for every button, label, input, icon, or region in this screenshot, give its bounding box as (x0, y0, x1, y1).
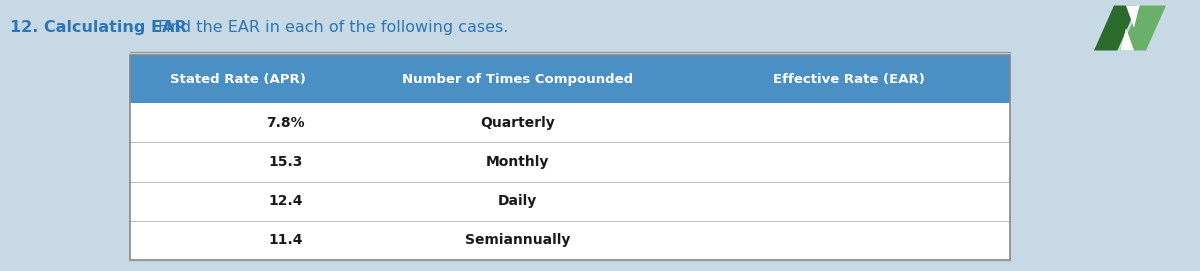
Polygon shape (1120, 5, 1166, 50)
Text: Semiannually: Semiannually (464, 233, 570, 247)
Bar (130, 103, 1010, 260)
Text: 7.8%: 7.8% (266, 116, 305, 130)
Polygon shape (1094, 5, 1138, 50)
Text: Daily: Daily (498, 194, 536, 208)
Text: 15.3: 15.3 (268, 155, 302, 169)
Text: Find the EAR in each of the following cases.: Find the EAR in each of the following ca… (158, 20, 509, 35)
Bar (130, 55, 1010, 103)
Text: 12.4: 12.4 (268, 194, 302, 208)
Text: 12. Calculating EAR: 12. Calculating EAR (10, 20, 187, 35)
Text: Monthly: Monthly (486, 155, 548, 169)
Polygon shape (1121, 28, 1134, 50)
Text: Number of Times Compounded: Number of Times Compounded (402, 73, 632, 85)
Text: Effective Rate (EAR): Effective Rate (EAR) (774, 73, 925, 85)
Text: 11.4: 11.4 (268, 233, 302, 247)
Polygon shape (1126, 5, 1139, 28)
Text: Stated Rate (APR): Stated Rate (APR) (170, 73, 306, 85)
Text: Quarterly: Quarterly (480, 116, 554, 130)
Bar (130, 55, 1010, 260)
